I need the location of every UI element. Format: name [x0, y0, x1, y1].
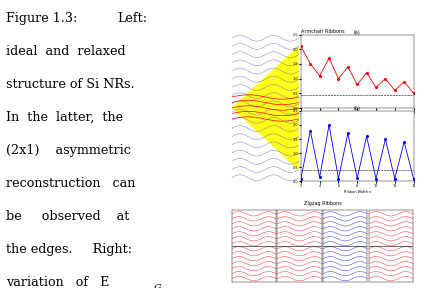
Text: reconstruction   can: reconstruction can — [6, 177, 136, 190]
Text: Figure 1.3:: Figure 1.3: — [6, 12, 78, 24]
Text: Left:: Left: — [117, 12, 147, 24]
Text: G: G — [154, 284, 162, 288]
Text: the edges.     Right:: the edges. Right: — [6, 243, 132, 256]
Text: Zigzag Ribbons: Zigzag Ribbons — [304, 201, 342, 206]
Text: structure of Si NRs.: structure of Si NRs. — [6, 78, 135, 91]
Text: Armchair Ribbons: Armchair Ribbons — [301, 29, 344, 34]
Title: (a): (a) — [354, 30, 361, 35]
Polygon shape — [232, 46, 299, 170]
Text: 3: 3 — [325, 92, 333, 105]
Title: (b): (b) — [354, 106, 361, 111]
X-axis label: Ribbon Width n: Ribbon Width n — [343, 190, 371, 194]
Text: variation   of   E: variation of E — [6, 276, 110, 288]
Text: In  the  latter,  the: In the latter, the — [6, 111, 123, 124]
Text: be     observed    at: be observed at — [6, 210, 130, 223]
Text: ideal  and  relaxed: ideal and relaxed — [6, 45, 126, 58]
Text: (2x1)    asymmetric: (2x1) asymmetric — [6, 144, 131, 157]
